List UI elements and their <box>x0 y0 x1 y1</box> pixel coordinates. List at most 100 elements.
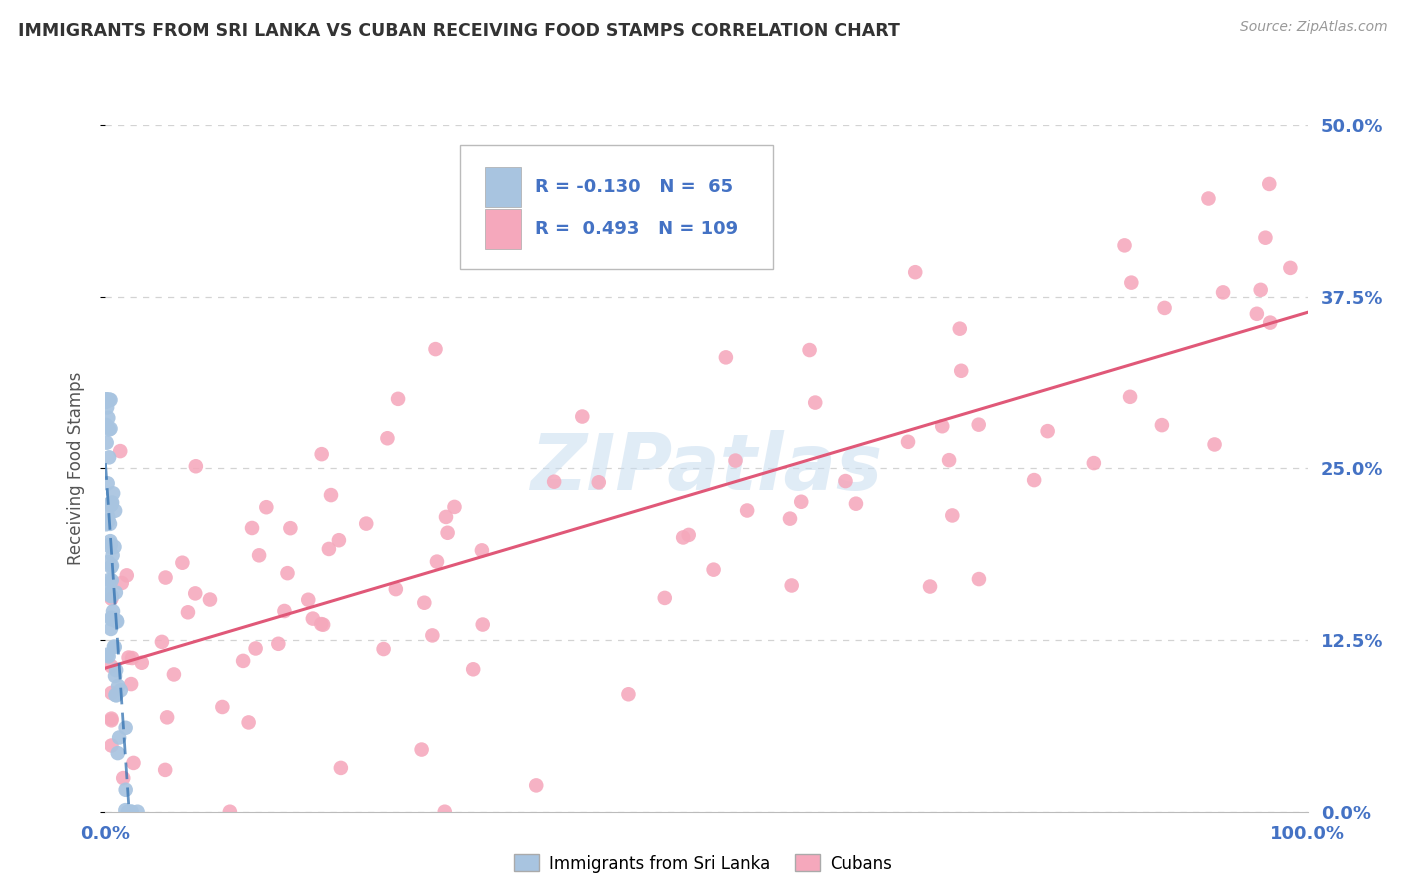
Point <box>105 663 128 677</box>
Point <box>198 592 221 607</box>
Point <box>100 712 122 726</box>
Point <box>301 612 323 626</box>
Point <box>524 778 547 792</box>
Point <box>98 573 121 587</box>
Point <box>845 497 868 511</box>
Point <box>120 677 142 691</box>
Point <box>799 343 821 357</box>
Point <box>98 516 121 531</box>
Point <box>232 654 254 668</box>
Point <box>96 392 118 407</box>
Point <box>94 392 117 407</box>
Point <box>127 805 149 819</box>
Point <box>1258 177 1281 191</box>
Point <box>114 721 136 735</box>
Point <box>94 578 117 592</box>
Point <box>588 475 610 490</box>
Point <box>211 700 233 714</box>
Point <box>103 640 125 654</box>
Point <box>1024 473 1046 487</box>
Point <box>120 805 142 819</box>
Point <box>100 499 122 513</box>
Point <box>100 589 122 603</box>
Point <box>184 586 207 600</box>
Point <box>177 605 200 619</box>
Point <box>100 612 122 626</box>
Point <box>104 504 127 518</box>
Point <box>98 496 121 510</box>
Point <box>100 686 122 700</box>
Point <box>254 500 277 515</box>
Text: Source: ZipAtlas.com: Source: ZipAtlas.com <box>1240 20 1388 34</box>
Point <box>117 805 139 819</box>
Point <box>1258 316 1281 330</box>
Point <box>678 528 700 542</box>
Point <box>967 572 990 586</box>
Text: R =  0.493   N = 109: R = 0.493 N = 109 <box>534 220 738 238</box>
Point <box>100 610 122 624</box>
Point <box>1121 276 1143 290</box>
Point <box>155 570 177 584</box>
Point <box>735 503 758 517</box>
Point <box>114 803 136 817</box>
Point <box>312 617 335 632</box>
Point <box>543 475 565 489</box>
Point <box>426 555 449 569</box>
Point <box>790 495 813 509</box>
Point <box>97 476 120 491</box>
Point <box>897 434 920 449</box>
Point <box>834 474 856 488</box>
Point <box>280 521 302 535</box>
Point <box>1083 456 1105 470</box>
Point <box>1246 307 1268 321</box>
Point <box>94 395 117 409</box>
Point <box>967 417 990 432</box>
Point <box>97 509 120 524</box>
Point <box>100 422 122 436</box>
Point <box>463 662 485 676</box>
Point <box>247 549 270 563</box>
Point <box>804 395 827 409</box>
Point <box>100 392 122 407</box>
Point <box>385 582 408 596</box>
Point <box>107 679 129 693</box>
Point <box>1279 260 1302 275</box>
Point <box>96 392 118 407</box>
Point <box>121 651 143 665</box>
Point <box>387 392 409 406</box>
Point <box>101 486 124 500</box>
Point <box>240 521 263 535</box>
Point <box>100 537 122 551</box>
Point <box>122 756 145 770</box>
Point <box>950 364 973 378</box>
Point <box>422 628 444 642</box>
Point <box>904 265 927 279</box>
Point <box>273 604 295 618</box>
Point <box>471 543 494 558</box>
Text: ZIPatlas: ZIPatlas <box>530 430 883 507</box>
Point <box>724 453 747 467</box>
Point <box>108 731 131 745</box>
Point <box>319 488 342 502</box>
Point <box>105 689 128 703</box>
Text: R = -0.130   N =  65: R = -0.130 N = 65 <box>534 178 733 195</box>
Point <box>311 447 333 461</box>
Point <box>654 591 676 605</box>
Point <box>100 574 122 588</box>
Point <box>101 604 124 618</box>
Point <box>96 435 118 450</box>
Point <box>329 761 352 775</box>
Point <box>94 417 117 432</box>
Point <box>1198 192 1220 206</box>
Point <box>1036 424 1059 438</box>
Point <box>311 617 333 632</box>
Point <box>617 687 640 701</box>
Point <box>104 585 127 599</box>
Point <box>107 746 129 760</box>
Point <box>94 392 117 407</box>
Point <box>163 667 186 681</box>
Point <box>703 563 725 577</box>
Point <box>172 556 194 570</box>
Point <box>156 710 179 724</box>
Point <box>779 511 801 525</box>
